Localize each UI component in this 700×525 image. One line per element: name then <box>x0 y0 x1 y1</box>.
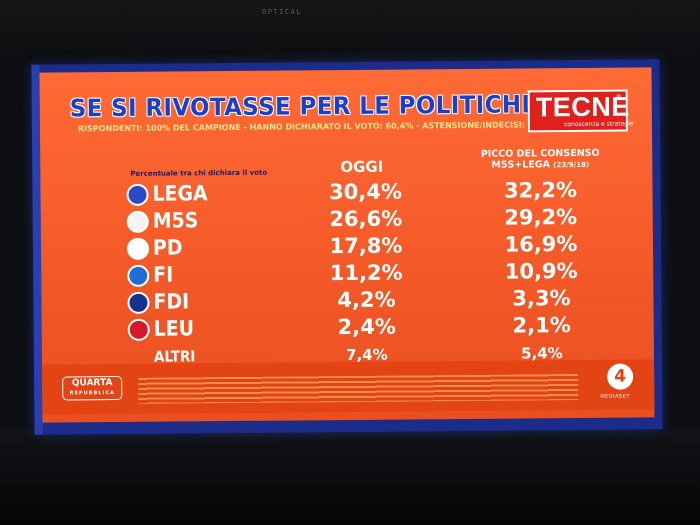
peak-header-line2: M5S+LEGA (23/9/18) <box>480 159 600 172</box>
column-label-party: Percentuale tra chi dichiara il voto <box>130 168 268 178</box>
m5s-logo-icon <box>126 210 149 233</box>
column-header-today: OGGI <box>340 157 384 177</box>
quarta-repubblica-logo: QUARTA REPUBBLICA <box>62 375 123 401</box>
show-name-sub: REPUBBLICA <box>69 390 115 397</box>
tv-screen: SE SI RIVOTASSE PER LE POLITICHE RISPOND… <box>31 59 663 435</box>
mediaset-label: MEDIASET <box>600 393 630 400</box>
tv-bezel-left <box>0 62 34 430</box>
show-name: QUARTA <box>71 378 113 389</box>
tv-bezel-right <box>660 62 700 430</box>
lega-logo-icon <box>126 183 149 206</box>
party-name: FDI <box>153 289 190 314</box>
value-peak: 3,3% <box>512 286 571 311</box>
value-peak: 10,9% <box>504 258 578 284</box>
peak-header-date: (23/9/18) <box>553 160 590 170</box>
value-peak: 2,1% <box>512 313 571 338</box>
pd-logo-icon <box>126 237 150 260</box>
party-name: M5S <box>152 208 199 233</box>
value-today: 26,6% <box>329 206 403 232</box>
peak-header-parties: M5S+LEGA <box>491 159 551 171</box>
value-peak: 29,2% <box>504 204 578 230</box>
party-name: PD <box>152 235 183 260</box>
value-today: 4,2% <box>337 287 396 313</box>
rete4-channel-icon: 4 <box>607 363 634 390</box>
methodology-fine-print <box>138 373 579 404</box>
tv-bezel-bottom <box>0 430 700 525</box>
party-name: LEU <box>153 316 195 341</box>
value-today: 2,4% <box>337 314 396 340</box>
value-today: 11,2% <box>329 260 403 286</box>
value-today: 30,4% <box>328 179 403 205</box>
column-header-peak: PICCO DEL CONSENSO M5S+LEGA (23/9/18) <box>480 148 600 172</box>
party-name: FI <box>153 262 174 287</box>
tv-brand-label: OPTICAL <box>262 8 303 16</box>
party-name: LEGA <box>152 181 208 206</box>
fdi-logo-icon <box>127 291 150 314</box>
tecne-logo: TECNE ® conoscenza e strategie <box>527 89 633 133</box>
poll-subtitle: RISPONDENTI: 100% DEL CAMPIONE - HANNO D… <box>77 120 556 134</box>
leu-logo-icon <box>127 318 150 341</box>
value-today: 17,8% <box>329 233 403 259</box>
logo-registered-mark: ® <box>615 93 622 101</box>
logo-tagline: conoscenza e strategie <box>563 120 634 129</box>
fi-logo-icon <box>127 264 150 287</box>
tv-bezel-top: OPTICAL <box>0 0 700 62</box>
broadcast-footer: QUARTA REPUBBLICA 4 MEDIASET <box>42 359 655 415</box>
value-peak: 16,9% <box>504 231 578 257</box>
poll-title: SE SI RIVOTASSE PER LE POLITICHE <box>69 90 538 123</box>
value-peak: 32,2% <box>503 177 578 203</box>
